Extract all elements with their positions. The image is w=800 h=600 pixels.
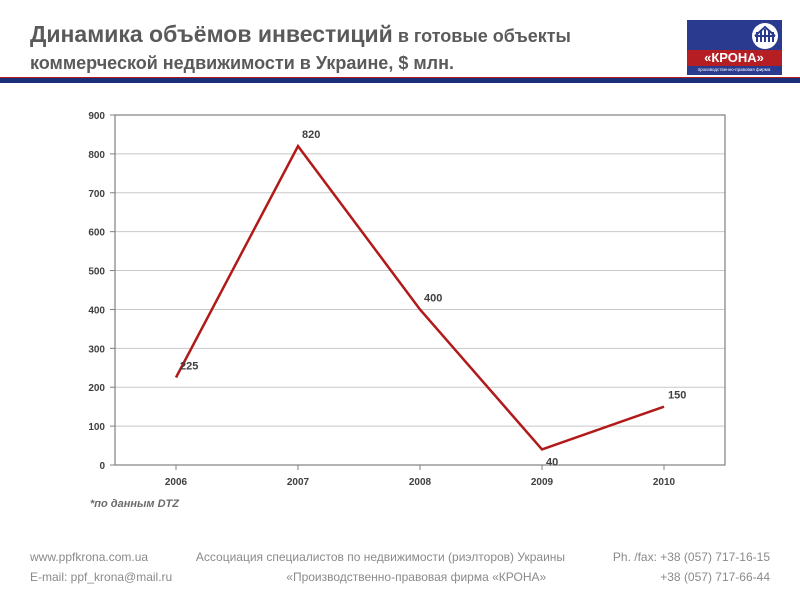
- title-line1: Динамика объёмов инвестиций в готовые об…: [30, 20, 770, 50]
- x-tick-label: 2009: [531, 477, 554, 488]
- x-tick-label: 2010: [653, 477, 676, 488]
- x-tick-label: 2006: [165, 477, 188, 488]
- y-tick-label: 500: [88, 267, 105, 278]
- footer-email: E-mail: ppf_krona@mail.ru: [30, 570, 172, 584]
- logo-krona: «КРОНА» производственно-правовая фирма: [687, 20, 782, 75]
- data-label: 820: [302, 129, 320, 141]
- title-suffix: в готовые объекты: [393, 26, 571, 46]
- chart-source-note: *по данным DTZ: [90, 498, 179, 510]
- header-underline: [0, 77, 800, 83]
- footer-company: «Производственно-правовая фирма «КРОНА»: [172, 570, 660, 584]
- footer-phone2: +38 (057) 717-66-44: [660, 570, 770, 584]
- y-tick-label: 800: [88, 150, 105, 161]
- y-tick-label: 700: [88, 189, 105, 200]
- y-tick-label: 0: [99, 461, 105, 472]
- y-tick-label: 100: [88, 422, 105, 433]
- slide-header: Динамика объёмов инвестиций в готовые об…: [0, 0, 800, 83]
- logo-subtext: производственно-правовая фирма: [698, 67, 771, 72]
- title-main: Динамика объёмов инвестиций: [30, 21, 393, 47]
- data-label: 40: [546, 456, 558, 468]
- footer-row-2: E-mail: ppf_krona@mail.ru «Производствен…: [30, 570, 770, 584]
- data-line: [176, 146, 664, 449]
- x-tick-label: 2007: [287, 477, 310, 488]
- investment-chart: 0 100 200 300 400 500 600 700 800 900 2006 2007 2008…: [60, 105, 740, 495]
- footer-phone: Ph. /fax: +38 (057) 717-16-15: [613, 550, 770, 564]
- footer-row-1: www.ppfkrona.com.ua Ассоциация специалис…: [30, 550, 770, 564]
- data-label: 400: [424, 292, 442, 304]
- x-tick-label: 2008: [409, 477, 432, 488]
- y-tick-label: 400: [88, 305, 105, 316]
- y-tick-label: 200: [88, 383, 105, 394]
- y-tick-label: 900: [88, 111, 105, 122]
- data-label: 150: [668, 390, 686, 402]
- slide-footer: www.ppfkrona.com.ua Ассоциация специалис…: [30, 550, 770, 590]
- footer-assoc: Ассоциация специалистов по недвижимости …: [148, 550, 613, 564]
- footer-website: www.ppfkrona.com.ua: [30, 550, 148, 564]
- title-line2: коммерческой недвижимости в Украине, $ м…: [30, 52, 770, 75]
- data-label: 225: [180, 361, 198, 373]
- y-tick-label: 600: [88, 228, 105, 239]
- y-tick-label: 300: [88, 344, 105, 355]
- logo-text: «КРОНА»: [704, 50, 764, 65]
